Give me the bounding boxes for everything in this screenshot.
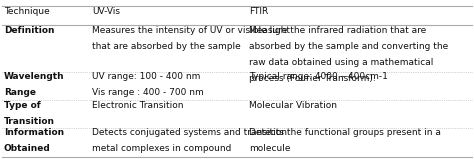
Text: Measure the infrared radiation that are: Measure the infrared radiation that are: [249, 26, 426, 35]
Text: Definition: Definition: [4, 26, 55, 35]
Text: Measures the intensity of UV or visible light: Measures the intensity of UV or visible …: [92, 26, 291, 35]
Text: Type of: Type of: [4, 101, 41, 110]
Text: Information: Information: [4, 128, 64, 137]
Text: absorbed by the sample and converting the: absorbed by the sample and converting th…: [249, 42, 448, 51]
Text: Range: Range: [4, 88, 36, 97]
Text: metal complexes in compound: metal complexes in compound: [92, 144, 232, 153]
Text: Wavelength: Wavelength: [4, 72, 64, 81]
Text: FTIR: FTIR: [249, 7, 268, 16]
Text: Vis range : 400 - 700 nm: Vis range : 400 - 700 nm: [92, 88, 204, 97]
Text: that are absorbed by the sample: that are absorbed by the sample: [92, 42, 241, 51]
Text: Transition: Transition: [4, 117, 55, 126]
Text: Detects conjugated systems and transition: Detects conjugated systems and transitio…: [92, 128, 287, 137]
Text: Molecular Vibration: Molecular Vibration: [249, 101, 337, 110]
Text: Obtained: Obtained: [4, 144, 51, 153]
Text: molecule: molecule: [249, 144, 291, 153]
Text: Typical range: 4000 – 400cm-1: Typical range: 4000 – 400cm-1: [249, 72, 388, 81]
Text: UV-Vis: UV-Vis: [92, 7, 120, 16]
Text: Technique: Technique: [4, 7, 50, 16]
Text: UV range: 100 - 400 nm: UV range: 100 - 400 nm: [92, 72, 201, 81]
Text: process (Fourier Transform).: process (Fourier Transform).: [249, 74, 375, 83]
Text: Detects the functional groups present in a: Detects the functional groups present in…: [249, 128, 441, 137]
Text: Electronic Transition: Electronic Transition: [92, 101, 184, 110]
Text: raw data obtained using a mathematical: raw data obtained using a mathematical: [249, 58, 433, 67]
